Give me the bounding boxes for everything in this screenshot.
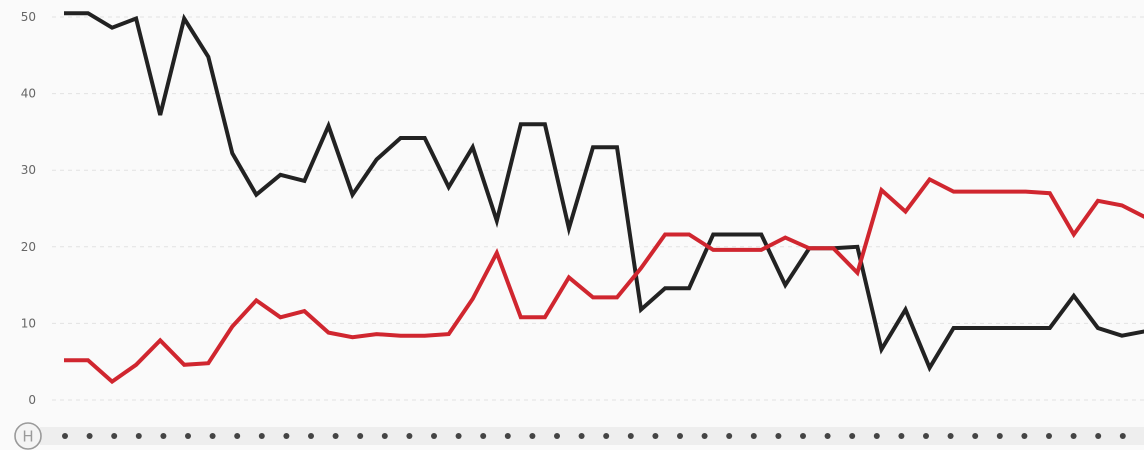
timeline-dot[interactable]	[923, 433, 929, 439]
timeline-dot[interactable]	[406, 433, 413, 439]
series-layer	[64, 11, 1144, 385]
timeline-dot[interactable]	[578, 433, 585, 439]
timeline-dots	[62, 433, 1126, 439]
timeline-dot[interactable]	[431, 433, 437, 439]
timeline-dot[interactable]	[381, 433, 388, 439]
timeline-dot[interactable]	[652, 433, 659, 439]
y-tick-label: 10	[21, 316, 36, 330]
timeline-dot[interactable]	[972, 433, 979, 439]
timeline-dot[interactable]	[898, 433, 905, 439]
series-line-1	[64, 176, 1144, 385]
y-tick-label: 20	[21, 240, 36, 254]
timeline-dot[interactable]	[1046, 433, 1052, 439]
timeline-dot[interactable]	[111, 433, 118, 439]
timeline-dot[interactable]	[332, 433, 339, 439]
y-axis: 0 10 20 30 40 50	[21, 10, 1144, 407]
timeline-dot[interactable]	[529, 433, 536, 439]
timeline-dot[interactable]	[800, 433, 806, 439]
timeline-dot[interactable]	[86, 433, 93, 439]
timeline-dot[interactable]	[849, 433, 856, 439]
timeline-dot[interactable]	[480, 433, 487, 439]
timeline-dot[interactable]	[283, 433, 290, 439]
timeline-dot[interactable]	[996, 433, 1003, 439]
timeline-dot[interactable]	[308, 433, 314, 439]
timeline-dot[interactable]	[1119, 433, 1126, 439]
timeline-dot[interactable]	[603, 433, 610, 439]
y-tick-label: 40	[21, 87, 36, 101]
h-letter: H	[22, 428, 33, 446]
y-tick-label: 50	[21, 10, 36, 24]
timeline-band	[40, 427, 1144, 445]
timeline-dot[interactable]	[185, 433, 191, 439]
timeline-dot[interactable]	[209, 433, 216, 439]
timeline-bar[interactable]: H	[14, 422, 1144, 450]
timeline-dot[interactable]	[258, 433, 265, 439]
timeline-dot[interactable]	[234, 433, 241, 439]
timeline-dot[interactable]	[1021, 433, 1028, 439]
timeline-dot[interactable]	[554, 433, 560, 439]
timeline-dot[interactable]	[135, 433, 142, 439]
timeline-dot[interactable]	[357, 433, 364, 439]
timeline-dot[interactable]	[160, 433, 167, 439]
timeline-dot[interactable]	[1095, 433, 1102, 439]
timeline-dot[interactable]	[873, 433, 880, 439]
timeline-dot[interactable]	[677, 433, 683, 439]
timeline-dot[interactable]	[726, 433, 733, 439]
h-circle-outline	[14, 422, 42, 450]
series-line-0	[64, 11, 1144, 373]
timeline-dot[interactable]	[627, 433, 634, 439]
timeline-dot[interactable]	[62, 433, 68, 439]
timeline-dot[interactable]	[775, 433, 782, 439]
timeline-dot[interactable]	[701, 433, 708, 439]
timeline-dot[interactable]	[1070, 433, 1077, 439]
timeline-dot[interactable]	[504, 433, 511, 439]
y-tick-label: 30	[21, 163, 36, 177]
h-circle-icon[interactable]: H	[14, 422, 42, 450]
timeline-dot[interactable]	[455, 433, 462, 439]
timeline-dot[interactable]	[824, 433, 831, 439]
timeline-dot[interactable]	[947, 433, 954, 439]
y-tick-label: 0	[28, 393, 36, 407]
timeline-dot[interactable]	[750, 433, 757, 439]
